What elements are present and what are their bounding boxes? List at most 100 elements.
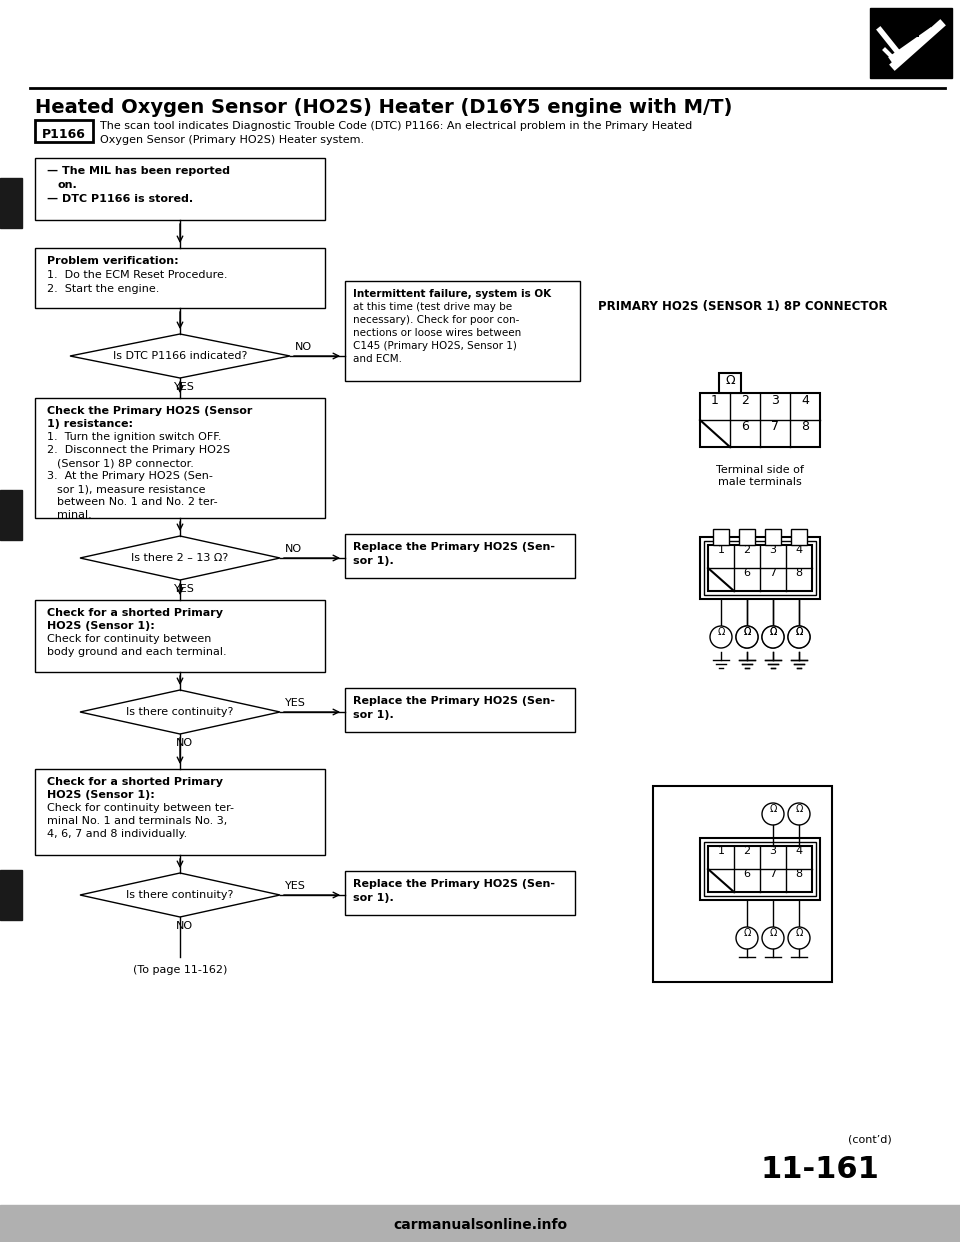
Bar — [713, 529, 729, 545]
Bar — [719, 373, 741, 392]
Circle shape — [736, 626, 758, 648]
Polygon shape — [80, 537, 280, 580]
Text: 4: 4 — [801, 394, 809, 406]
Text: 2: 2 — [741, 394, 749, 406]
Bar — [35, 397, 325, 518]
Text: Ω: Ω — [743, 627, 751, 637]
Text: — DTC P1166 is stored.: — DTC P1166 is stored. — [47, 194, 193, 204]
Text: 1: 1 — [711, 394, 719, 406]
Bar — [35, 769, 325, 854]
Bar — [708, 545, 812, 591]
Bar — [35, 120, 93, 142]
Text: Replace the Primary HO2S (Sen-: Replace the Primary HO2S (Sen- — [353, 879, 555, 889]
Bar — [0, 1205, 960, 1242]
Text: 4, 6, 7 and 8 individually.: 4, 6, 7 and 8 individually. — [47, 828, 187, 840]
Bar — [0, 178, 22, 229]
Circle shape — [736, 626, 758, 648]
Text: PRIMARY HO2S (SENSOR 1) 8P CONNECTOR: PRIMARY HO2S (SENSOR 1) 8P CONNECTOR — [598, 301, 888, 313]
Text: Ω: Ω — [725, 375, 734, 388]
Text: 1: 1 — [717, 846, 725, 856]
Circle shape — [762, 804, 784, 825]
Text: 7: 7 — [769, 869, 777, 879]
Bar — [35, 600, 325, 672]
Text: YES: YES — [174, 584, 195, 594]
Text: 8: 8 — [801, 421, 809, 433]
Bar — [345, 688, 575, 732]
Text: nections or loose wires between: nections or loose wires between — [353, 328, 521, 338]
Text: YES: YES — [174, 383, 195, 392]
Text: YES: YES — [285, 881, 306, 891]
Text: NO: NO — [285, 544, 302, 554]
Text: — The MIL has been reported: — The MIL has been reported — [47, 166, 230, 176]
Text: at this time (test drive may be: at this time (test drive may be — [353, 302, 512, 312]
Text: 6: 6 — [743, 568, 751, 578]
Text: between No. 1 and No. 2 ter-: between No. 1 and No. 2 ter- — [57, 497, 218, 507]
Text: 4: 4 — [796, 545, 803, 555]
Polygon shape — [70, 334, 290, 378]
Bar — [653, 786, 832, 982]
Text: Is there 2 – 13 Ω?: Is there 2 – 13 Ω? — [132, 553, 228, 563]
Text: Replace the Primary HO2S (Sen-: Replace the Primary HO2S (Sen- — [353, 542, 555, 551]
Text: 2: 2 — [743, 545, 751, 555]
Text: Ω: Ω — [795, 627, 803, 637]
Text: Check the Primary HO2S (Sensor: Check the Primary HO2S (Sensor — [47, 406, 252, 416]
Bar — [0, 869, 22, 920]
Text: body ground and each terminal.: body ground and each terminal. — [47, 647, 227, 657]
Text: Heated Oxygen Sensor (HO2S) Heater (D16Y5 engine with M/T): Heated Oxygen Sensor (HO2S) Heater (D16Y… — [35, 98, 732, 117]
Text: Oxygen Sensor (Primary HO2S) Heater system.: Oxygen Sensor (Primary HO2S) Heater syst… — [100, 135, 364, 145]
Circle shape — [788, 626, 810, 648]
Text: sor 1).: sor 1). — [353, 893, 394, 903]
Text: Ω: Ω — [743, 627, 751, 637]
Circle shape — [788, 804, 810, 825]
Text: 6: 6 — [741, 421, 749, 433]
Bar — [345, 281, 580, 381]
Text: minal.: minal. — [57, 510, 92, 520]
Text: 3: 3 — [770, 846, 777, 856]
Bar — [704, 842, 816, 895]
Bar — [345, 871, 575, 915]
Text: sor 1), measure resistance: sor 1), measure resistance — [57, 484, 205, 494]
Text: NO: NO — [176, 738, 193, 748]
Text: on.: on. — [57, 180, 77, 190]
Text: Ω: Ω — [769, 928, 777, 938]
Text: Is DTC P1166 indicated?: Is DTC P1166 indicated? — [113, 351, 247, 361]
Polygon shape — [80, 691, 280, 734]
Text: 8: 8 — [796, 568, 803, 578]
Text: Ω: Ω — [795, 627, 803, 637]
Text: YES: YES — [285, 698, 306, 708]
Text: HO2S (Sensor 1):: HO2S (Sensor 1): — [47, 621, 155, 631]
Text: (Sensor 1) 8P connector.: (Sensor 1) 8P connector. — [57, 458, 194, 468]
Circle shape — [788, 626, 810, 648]
Text: Ω: Ω — [769, 627, 777, 637]
Text: 1) resistance:: 1) resistance: — [47, 419, 133, 428]
Text: 11-161: 11-161 — [760, 1155, 879, 1184]
Text: Intermittent failure, system is OK: Intermittent failure, system is OK — [353, 289, 551, 299]
Bar — [345, 534, 575, 578]
Text: Ω: Ω — [795, 928, 803, 938]
Bar — [0, 491, 22, 540]
Text: The scan tool indicates Diagnostic Trouble Code (DTC) P1166: An electrical probl: The scan tool indicates Diagnostic Troub… — [100, 120, 692, 130]
Text: Is there continuity?: Is there continuity? — [127, 707, 233, 717]
Text: necessary). Check for poor con-: necessary). Check for poor con- — [353, 315, 519, 325]
Text: Check for a shorted Primary: Check for a shorted Primary — [47, 609, 223, 619]
Bar — [704, 542, 816, 595]
Text: Ω: Ω — [795, 804, 803, 814]
Text: HO2S (Sensor 1):: HO2S (Sensor 1): — [47, 790, 155, 800]
Text: NO: NO — [176, 922, 193, 932]
Bar — [35, 248, 325, 308]
Text: (cont’d): (cont’d) — [848, 1135, 892, 1145]
Polygon shape — [80, 873, 280, 917]
Text: Problem verification:: Problem verification: — [47, 256, 179, 266]
Text: 2.  Disconnect the Primary HO2S: 2. Disconnect the Primary HO2S — [47, 445, 230, 455]
Bar — [700, 838, 820, 900]
Text: P1166: P1166 — [42, 128, 86, 142]
Bar — [791, 529, 807, 545]
Text: Replace the Primary HO2S (Sen-: Replace the Primary HO2S (Sen- — [353, 696, 555, 705]
Text: carmanualsonline.info: carmanualsonline.info — [393, 1218, 567, 1232]
Text: Check for a shorted Primary: Check for a shorted Primary — [47, 777, 223, 787]
Text: C145 (Primary HO2S, Sensor 1): C145 (Primary HO2S, Sensor 1) — [353, 342, 516, 351]
Circle shape — [788, 927, 810, 949]
Text: Ω: Ω — [769, 804, 777, 814]
Text: sor 1).: sor 1). — [353, 710, 394, 720]
Text: 6: 6 — [743, 869, 751, 879]
